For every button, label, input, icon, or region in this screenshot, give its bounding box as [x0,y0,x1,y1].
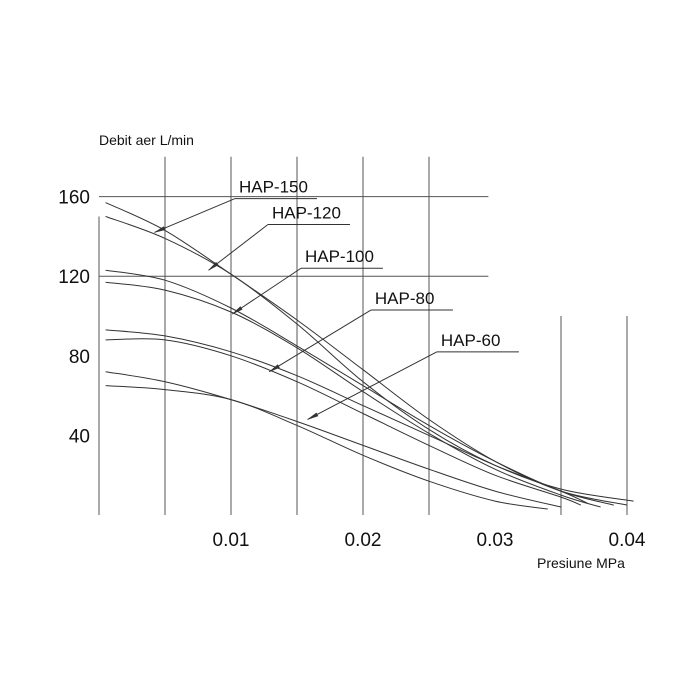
x-tick-label: 0.02 [345,530,382,551]
y-tick-label: 40 [69,426,90,447]
x-tick-label: 0.04 [609,530,646,551]
annotation-label: HAP-80 [375,289,435,308]
series-line-hap-100 [105,338,581,506]
flow-curves [105,202,634,510]
x-tick-label: 0.03 [477,530,514,551]
annotation-label: HAP-120 [272,203,341,222]
annotation-leaders [154,198,519,420]
annotation-arrowhead [307,412,319,420]
annotation-label: HAP-150 [239,178,308,197]
grid-lines [98,156,628,515]
annotation-leader [307,351,438,420]
annotation-label: HAP-100 [305,247,374,266]
series-line-hap-80 [105,371,562,508]
annotation-arrowhead [269,364,280,372]
annotation-arrowhead [154,226,166,233]
chart-labels: Debit aer L/min Presiune MPa HAP-150 HAP-… [58,132,646,571]
series-line-hap-100 [105,329,588,504]
annotation-label: HAP-60 [441,331,501,350]
series-line-hap-120 [105,281,601,508]
y-tick-label: 80 [69,347,90,368]
y-axis-title: Debit aer L/min [99,132,194,148]
series-line-hap-60 [105,385,548,510]
annotation-leader [154,198,236,233]
annotation-leader [232,267,302,315]
annotation-arrowhead [208,261,219,271]
x-tick-label: 0.01 [213,530,250,551]
series-line-hap-120 [105,269,614,506]
y-tick-label: 120 [58,267,90,288]
annotation-arrowhead [232,306,243,315]
y-tick-label: 160 [58,188,90,209]
annotation-leader [208,224,269,271]
x-axis-title: Presiune MPa [537,555,625,571]
annotation-leader [269,309,372,373]
